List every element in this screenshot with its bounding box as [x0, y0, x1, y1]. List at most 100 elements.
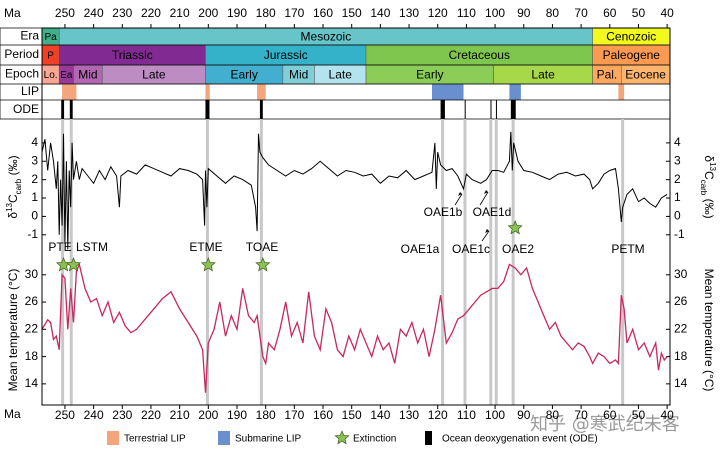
- x-tick-label-top: 110: [457, 6, 476, 20]
- x-tick-label-top: 70: [574, 6, 588, 20]
- y-axis-label-part: (‰): [6, 155, 20, 178]
- legend-label: Terrestrial LIP: [124, 434, 186, 445]
- time-unit-label: Late: [329, 68, 353, 82]
- y-tick-label-right: 30: [674, 267, 688, 281]
- time-unit-label: Cretaceous: [449, 48, 510, 62]
- x-tick-label-top: 80: [546, 6, 560, 20]
- annotation: OAE1d: [473, 205, 512, 219]
- annotation: OAE1b: [424, 205, 463, 219]
- annotation: TOAE: [246, 240, 278, 254]
- annotation: OAE1c: [452, 242, 490, 256]
- x-tick-label-bottom: 150: [342, 408, 362, 422]
- x-tick-label-bottom: 240: [84, 408, 104, 422]
- y-axis-label-right: δ13Ccarb (‰): [699, 155, 717, 218]
- x-tick-label-bottom: 100: [485, 408, 505, 422]
- x-tick-label-top: 40: [660, 6, 674, 20]
- y-axis-label-part: carb: [699, 180, 708, 196]
- x-tick-label-bottom: 160: [313, 408, 333, 422]
- lip-bar: [509, 84, 521, 100]
- x-tick-label-bottom: 170: [284, 408, 304, 422]
- annotation: PETM: [611, 242, 644, 256]
- x-tick-label-top: 250: [55, 6, 75, 20]
- annotation-arrowhead: [484, 190, 488, 194]
- time-unit-label: P: [47, 51, 54, 62]
- annotation: OAE2: [502, 242, 534, 256]
- y-axis-label-part: δ: [6, 212, 20, 219]
- y-axis-label-part: (‰): [702, 195, 716, 218]
- ode-bar: [464, 100, 466, 119]
- lip-bar: [431, 84, 464, 100]
- y-tick-label-left: 1: [31, 190, 38, 204]
- x-tick-label-top: 220: [141, 6, 161, 20]
- time-unit-label: Pal.: [597, 68, 618, 82]
- annotation-arrow: [479, 191, 489, 206]
- annotation-arrow: [481, 230, 490, 242]
- x-tick-label-top: 90: [517, 6, 531, 20]
- row-label: ODE: [13, 102, 39, 116]
- x-tick-label-bottom: 80: [546, 408, 560, 422]
- y-tick-label-left: 30: [25, 267, 39, 281]
- legend-star: [334, 430, 350, 445]
- legend-label: Extinction: [353, 434, 396, 445]
- x-tick-label-bottom: 230: [112, 408, 132, 422]
- y-tick-label-left: -1: [27, 227, 38, 241]
- row-label: Period: [4, 47, 39, 61]
- legend-swatch: [425, 431, 432, 445]
- row-label: LIP: [21, 84, 39, 98]
- time-unit-label: Early: [230, 68, 257, 82]
- x-tick-label-bottom: 220: [141, 408, 161, 422]
- x-tick-label-bottom: 60: [603, 408, 617, 422]
- x-tick-label-bottom: 130: [399, 408, 419, 422]
- x-tick-label-top: 120: [428, 6, 448, 20]
- y-tick-label-left: 4: [31, 135, 38, 149]
- row-label: Epoch: [5, 67, 39, 81]
- watermark: 知乎 @寒武纪未客: [530, 414, 680, 435]
- ode-bar: [61, 100, 65, 119]
- y-tick-label-right: 0: [674, 209, 681, 223]
- ode-bar: [440, 100, 445, 119]
- time-unit-label: Mid: [289, 68, 308, 82]
- time-unit-label: Late: [142, 68, 166, 82]
- x-tick-label-bottom: 70: [574, 408, 588, 422]
- y-axis-label-left: δ13Ccarb (‰): [5, 155, 23, 218]
- time-unit-label: Triassic: [112, 48, 153, 62]
- x-tick-label-bottom: 250: [55, 408, 75, 422]
- lip-bar: [257, 84, 266, 100]
- ode-bar: [495, 100, 497, 119]
- extinction-star: [200, 257, 216, 272]
- x-tick-label-bottom: 190: [227, 408, 247, 422]
- time-unit-label: Paleogene: [603, 48, 661, 62]
- y-tick-label-left: 22: [25, 321, 39, 335]
- x-axis-label-bottom: Ma: [4, 407, 21, 421]
- time-unit-label: Jurassic: [264, 48, 308, 62]
- y-axis-label-right: Mean temperature (°C): [702, 269, 716, 392]
- y-tick-label-right: 14: [674, 376, 688, 390]
- y-axis-label-part: δ: [702, 155, 716, 162]
- y-tick-label-right: 22: [674, 321, 688, 335]
- extinction-star: [255, 257, 271, 272]
- lip-bar: [618, 84, 625, 100]
- x-tick-label-top: 130: [399, 6, 419, 20]
- ode-bar: [259, 100, 263, 119]
- extinction-star: [507, 220, 523, 235]
- y-tick-label-left: 2: [31, 172, 38, 186]
- time-unit-label: Early: [416, 68, 443, 82]
- y-tick-label-left: 0: [31, 209, 38, 223]
- x-tick-label-top: 170: [284, 6, 304, 20]
- x-tick-label-bottom: 50: [632, 408, 646, 422]
- lip-bar: [205, 84, 210, 100]
- y-axis-label-part: 13: [708, 162, 717, 171]
- x-axis-label-top: Ma: [4, 6, 21, 20]
- legend-label: Ocean deoxygenation event (ODE): [442, 434, 598, 445]
- x-tick-label-bottom: 140: [370, 408, 390, 422]
- time-unit-label: Mid: [78, 68, 97, 82]
- row-label: Era: [20, 29, 39, 43]
- x-tick-label-top: 150: [342, 6, 362, 20]
- annotation: PTE: [48, 240, 71, 254]
- y-tick-label-right: 3: [674, 153, 681, 167]
- time-unit-label: Eocene: [625, 68, 666, 82]
- time-unit-label: Ea: [60, 70, 73, 81]
- y-tick-label-left: 18: [25, 349, 39, 363]
- legend-swatch: [218, 431, 230, 445]
